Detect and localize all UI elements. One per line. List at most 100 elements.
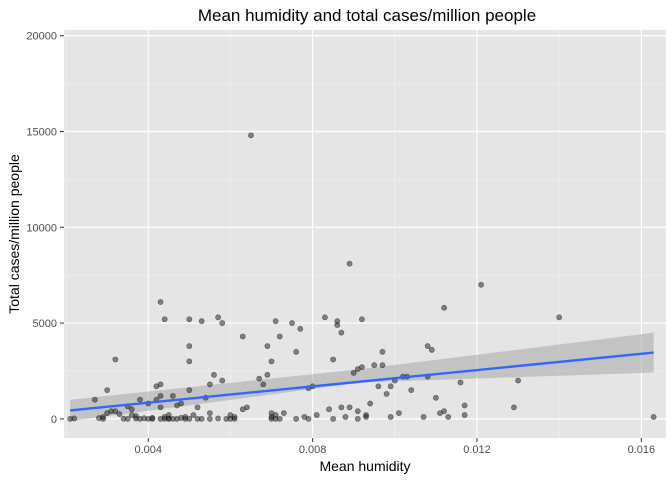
data-point — [157, 299, 164, 305]
y-tick-label: 0 — [51, 414, 57, 426]
data-point — [478, 281, 484, 288]
data-point — [198, 318, 205, 325]
y-tick-label: 10000 — [26, 222, 57, 234]
data-point — [511, 404, 517, 411]
data-point — [297, 325, 304, 332]
data-point — [272, 318, 279, 325]
x-tick-label: 0.004 — [134, 444, 162, 456]
y-tick-label: 20000 — [26, 31, 57, 43]
data-point — [124, 415, 131, 422]
data-point — [354, 408, 361, 415]
data-point — [149, 415, 156, 422]
data-point — [239, 333, 246, 340]
data-point — [379, 348, 386, 355]
data-point — [91, 396, 98, 403]
data-point — [248, 132, 254, 139]
data-point — [350, 369, 357, 376]
data-point — [293, 415, 300, 422]
x-axis: 0.004 0.008 0.012 0.016 — [134, 438, 655, 456]
data-point — [186, 387, 193, 394]
x-tick-label: 0.016 — [628, 444, 656, 456]
data-point — [375, 383, 382, 390]
data-point — [289, 320, 295, 326]
data-point — [326, 406, 332, 413]
data-point — [313, 412, 320, 418]
data-point — [338, 329, 345, 336]
confidence-band — [70, 332, 654, 422]
data-point — [428, 346, 435, 353]
data-point — [264, 343, 271, 349]
data-point — [461, 402, 468, 409]
data-point — [441, 304, 448, 311]
y-tick-label: 5000 — [33, 318, 57, 330]
data-point — [363, 414, 369, 420]
data-point — [556, 314, 563, 321]
data-point — [276, 415, 283, 422]
data-point — [379, 362, 386, 369]
data-point — [206, 415, 213, 422]
data-point — [371, 362, 378, 369]
data-point — [338, 404, 345, 411]
trend-line — [70, 351, 654, 412]
data-point — [420, 414, 427, 420]
data-point — [157, 404, 164, 411]
data-point — [334, 318, 341, 325]
data-point — [215, 415, 221, 422]
data-point — [264, 371, 271, 378]
data-point — [367, 400, 374, 407]
data-point — [198, 415, 205, 422]
data-point — [157, 392, 164, 399]
data-point — [157, 381, 164, 388]
data-point — [186, 316, 193, 323]
data-point — [219, 377, 226, 384]
data-point — [186, 343, 193, 349]
data-point — [112, 408, 119, 415]
data-point — [322, 314, 328, 321]
grid-minor — [64, 30, 666, 438]
data-point — [206, 410, 213, 416]
chart-title: Mean humidity and total cases/million pe… — [198, 6, 536, 25]
data-point — [186, 358, 193, 365]
x-axis-title: Mean humidity — [319, 458, 410, 474]
data-point — [387, 414, 394, 420]
data-point — [169, 392, 176, 399]
data-point — [305, 415, 312, 422]
data-point — [137, 396, 143, 403]
data-point — [354, 415, 361, 422]
data-point — [359, 364, 365, 371]
data-point — [178, 400, 185, 407]
y-axis-title: Total cases/million people — [6, 154, 22, 314]
data-point — [424, 343, 431, 349]
data-point — [408, 387, 415, 394]
data-point — [206, 381, 213, 388]
data-point — [330, 415, 337, 422]
data-point — [432, 394, 439, 401]
x-tick-label: 0.012 — [463, 444, 491, 456]
data-point — [383, 391, 390, 397]
data-point — [71, 415, 78, 422]
data-point — [342, 414, 349, 420]
data-point — [211, 371, 217, 378]
data-point — [231, 414, 238, 420]
data-point — [276, 333, 283, 340]
y-axis: 0 5000 10000 15000 20000 — [26, 31, 64, 426]
data-point — [445, 414, 452, 420]
data-point — [112, 356, 119, 363]
points-layer — [67, 132, 657, 422]
data-point — [243, 404, 250, 411]
data-point — [100, 415, 106, 422]
data-point — [330, 356, 337, 363]
data-point — [280, 410, 287, 416]
data-point — [161, 316, 168, 323]
data-point — [387, 383, 394, 390]
data-point — [116, 411, 123, 417]
data-point — [104, 387, 111, 394]
data-point — [215, 314, 221, 321]
confidence-band-layer — [70, 332, 654, 422]
data-point — [396, 410, 402, 416]
data-point — [194, 404, 201, 411]
plot-panel — [64, 30, 666, 438]
data-point — [461, 412, 468, 418]
data-point — [441, 408, 448, 415]
